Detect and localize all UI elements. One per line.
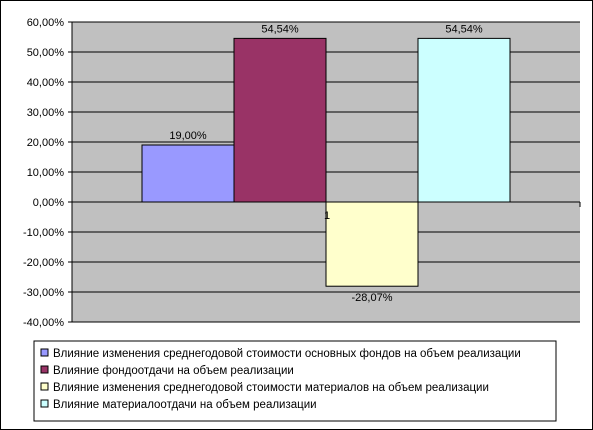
legend-swatch-3 [40,382,49,391]
bar-2 [233,37,327,203]
data-label-3: -28,07% [352,292,393,304]
legend-label-4: Влияние материалоотдачи на объем реализа… [53,399,317,411]
legend-swatch-4 [40,399,49,408]
y-tick-label: 60,00% [27,17,65,29]
y-tick-label: 0,00% [33,197,64,209]
legend-label-3: Влияние изменения среднегодовой стоимост… [53,382,489,394]
stray-label: 1 [324,210,330,222]
legend-box [33,340,557,422]
legend-label-2: Влияние фондоотдачи на объем реализации [53,365,294,377]
y-tick-label: -40,00% [23,317,64,329]
y-tick-label: 40,00% [27,77,65,89]
y-tick-label: -20,00% [23,257,64,269]
data-label-4: 54,54% [445,23,483,35]
data-label-2: 54,54% [261,23,299,35]
y-tick-label: -10,00% [23,227,64,239]
plot-area: 60,00% 50,00% 40,00% 30,00% 20,00% 10,00% 0,00… [23,17,581,329]
data-label-1: 19,00% [169,130,207,142]
y-tick-label: -30,00% [23,287,64,299]
y-tick-label: 50,00% [27,47,65,59]
y-tick-label: 30,00% [27,107,65,119]
bar-3 [325,201,419,287]
bar-4 [417,37,511,203]
legend: Влияние изменения среднегодовой стоимост… [33,340,557,422]
legend-swatch-1 [40,348,49,357]
legend-swatch-2 [40,365,49,374]
bar-1 [141,144,235,203]
y-tick-label: 20,00% [27,137,65,149]
y-tick-label: 10,00% [27,167,65,179]
legend-label-1: Влияние изменения среднегодовой стоимост… [53,348,521,360]
